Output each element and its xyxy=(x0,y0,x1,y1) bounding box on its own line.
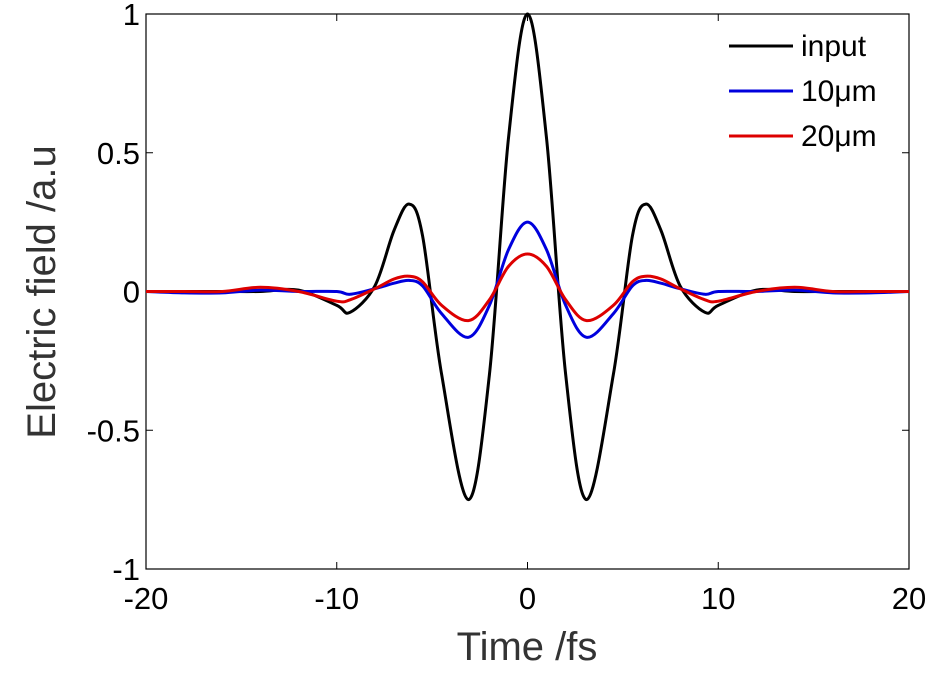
y-tick-label: 1 xyxy=(123,0,140,32)
y-tick-label: 0 xyxy=(123,275,140,310)
legend-label: 10μm xyxy=(801,75,877,108)
tick-marks xyxy=(145,13,910,570)
x-axis-title: Time /fs xyxy=(457,625,598,669)
legend-label: input xyxy=(801,30,867,63)
x-tick-label: 10 xyxy=(701,581,735,616)
x-tick-label: 0 xyxy=(519,581,536,616)
legend: input 10μm 20μm xyxy=(729,30,877,153)
series-lines xyxy=(145,12,910,502)
legend-label: 20μm xyxy=(801,120,877,153)
y-tick-label: -0.5 xyxy=(87,413,140,448)
y-tick-label: 0.5 xyxy=(97,136,140,171)
y-axis-title: Electric field /a.u xyxy=(20,145,64,438)
x-tick-labels: -20 -10 0 10 20 xyxy=(124,581,927,616)
y-tick-labels: -1 -0.5 0 0.5 1 xyxy=(87,0,140,587)
y-tick-label: -1 xyxy=(112,552,140,587)
x-tick-label: -20 xyxy=(124,581,169,616)
series-line-2 xyxy=(146,252,909,323)
x-tick-label: 20 xyxy=(892,581,926,616)
x-tick-label: -10 xyxy=(314,581,359,616)
series-line-0 xyxy=(146,12,909,502)
series-line-1 xyxy=(145,220,910,339)
